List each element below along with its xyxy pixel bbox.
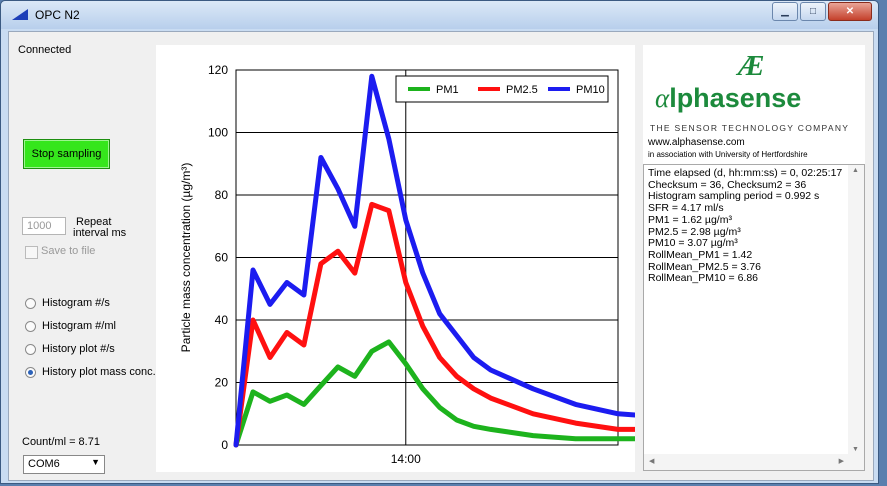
legend-label: PM1 bbox=[436, 84, 459, 96]
close-button[interactable]: ✕ bbox=[828, 2, 872, 21]
y-tick-label: 80 bbox=[215, 188, 229, 202]
y-tick-label: 100 bbox=[208, 126, 228, 140]
series-line-pm1 bbox=[236, 342, 635, 445]
view-label: History plot mass conc. bbox=[42, 366, 156, 378]
save-to-file-label: Save to file bbox=[41, 245, 95, 257]
maximize-icon: □ bbox=[810, 6, 816, 17]
vertical-scrollbar[interactable]: ▲ ▼ bbox=[848, 165, 864, 455]
scroll-left-icon: ◀ bbox=[649, 457, 654, 465]
scroll-down-icon: ▼ bbox=[852, 446, 859, 453]
view-label: History plot #/s bbox=[42, 343, 115, 355]
info-line: Time elapsed (d, hh:mm:ss) = 0, 02:25:17 bbox=[648, 168, 842, 180]
brand-name: αlphasense bbox=[655, 83, 801, 114]
legend-label: PM2.5 bbox=[506, 84, 538, 96]
radio-histogram-per-s[interactable] bbox=[25, 298, 36, 309]
close-icon: ✕ bbox=[846, 6, 854, 17]
info-line: PM1 = 1.62 µg/m³ bbox=[648, 215, 842, 227]
count-readout: Count/ml = 8.71 bbox=[22, 436, 100, 448]
brand-name-text: lphasense bbox=[669, 83, 801, 113]
y-tick-label: 120 bbox=[208, 63, 228, 77]
radio-history-mass-conc[interactable] bbox=[25, 367, 36, 378]
maximize-button[interactable]: □ bbox=[800, 2, 826, 21]
title-bar[interactable]: OPC N2 ▁ □ ✕ bbox=[1, 1, 878, 29]
info-lines: Time elapsed (d, hh:mm:ss) = 0, 02:25:17… bbox=[648, 168, 842, 285]
alphasense-logo-mark: Æ bbox=[738, 51, 764, 83]
y-axis-label: Particle mass concentration (µg/m³) bbox=[179, 163, 193, 353]
info-line: RollMean_PM10 = 6.86 bbox=[648, 273, 842, 285]
history-chart: 02040608010012014:0014:3015:0015:3016:00… bbox=[156, 45, 635, 472]
chevron-down-icon: ▼ bbox=[91, 457, 100, 467]
info-line: RollMean_PM1 = 1.42 bbox=[648, 250, 842, 262]
legend-label: PM10 bbox=[576, 84, 605, 96]
horizontal-scrollbar[interactable]: ◀ ▶ bbox=[644, 454, 864, 470]
main-panel: Connected Stop sampling Repeat interval … bbox=[8, 31, 874, 481]
app-icon bbox=[12, 9, 28, 20]
radio-history-per-s[interactable] bbox=[25, 344, 36, 355]
com-port-select[interactable]: COM6 ▼ bbox=[23, 455, 105, 474]
chart-svg: 02040608010012014:0014:3015:0015:3016:00… bbox=[156, 45, 635, 472]
series-line-pm25 bbox=[236, 204, 635, 445]
connection-status: Connected bbox=[18, 44, 71, 56]
com-port-value: COM6 bbox=[28, 458, 60, 470]
minimize-button[interactable]: ▁ bbox=[772, 2, 798, 21]
brand-url: www.alphasense.com bbox=[648, 137, 745, 148]
brand-panel: Æ αlphasense THE SENSOR TECHNOLOGY COMPA… bbox=[643, 45, 865, 164]
brand-tagline: THE SENSOR TECHNOLOGY COMPANY bbox=[650, 123, 849, 133]
x-tick-label: 14:00 bbox=[391, 452, 421, 466]
brand-association: in association with University of Hertfo… bbox=[648, 150, 808, 159]
scroll-right-icon: ▶ bbox=[839, 457, 844, 465]
info-readout-box[interactable]: Time elapsed (d, hh:mm:ss) = 0, 02:25:17… bbox=[643, 164, 865, 471]
interval-label-2: interval ms bbox=[73, 227, 126, 239]
y-tick-label: 20 bbox=[215, 376, 229, 390]
series-line-pm10 bbox=[236, 76, 635, 445]
window-title: OPC N2 bbox=[35, 8, 80, 22]
scroll-up-icon: ▲ bbox=[852, 167, 859, 174]
y-tick-label: 60 bbox=[215, 251, 229, 265]
interval-input[interactable] bbox=[22, 217, 66, 235]
radio-histogram-per-ml[interactable] bbox=[25, 321, 36, 332]
save-to-file-checkbox[interactable] bbox=[25, 246, 38, 259]
y-tick-label: 0 bbox=[221, 438, 228, 452]
minimize-icon: ▁ bbox=[781, 6, 789, 17]
stop-sampling-button[interactable]: Stop sampling bbox=[23, 139, 110, 169]
view-label: Histogram #/s bbox=[42, 297, 110, 309]
y-tick-label: 40 bbox=[215, 313, 229, 327]
view-label: Histogram #/ml bbox=[42, 320, 116, 332]
